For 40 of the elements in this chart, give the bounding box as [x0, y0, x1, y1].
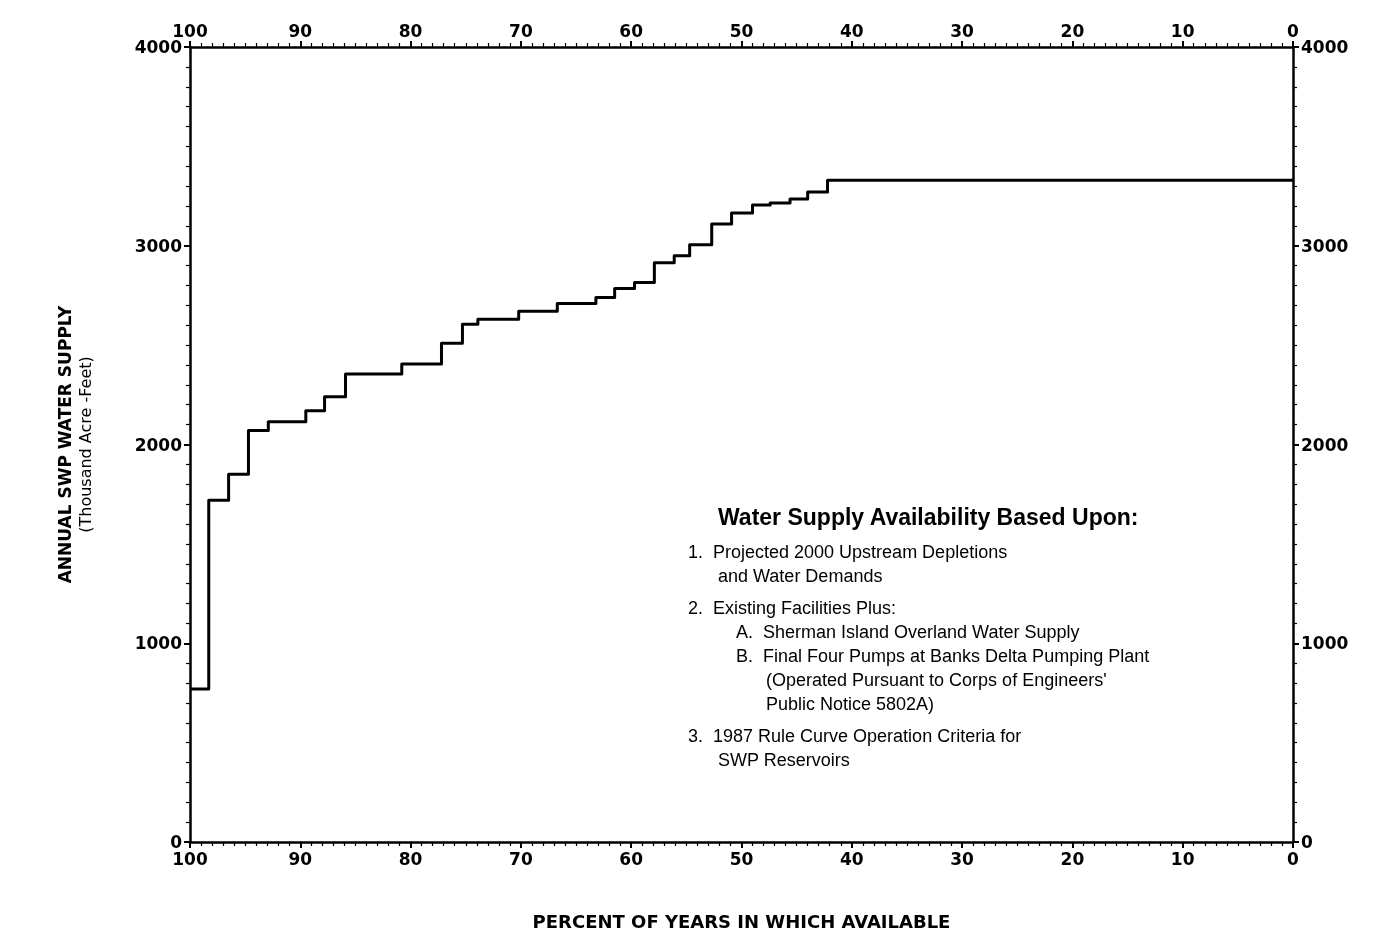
annotation: B. Final Four Pumps at Banks Delta Pumping Plant: [736, 646, 1150, 666]
annotation: 3. 1987 Rule Curve Operation Criteria for: [688, 726, 1022, 746]
x2-tick-label: 0: [1287, 20, 1300, 41]
y-tick-label: 1000: [134, 633, 183, 654]
annotation: A. Sherman Island Overland Water Supply: [736, 622, 1080, 642]
annotation: 1. Projected 2000 Upstream Depletions: [688, 542, 1008, 562]
x2-tick-label: 30: [950, 20, 975, 41]
annotation: 2. Existing Facilities Plus:: [688, 598, 897, 618]
x-tick-label: 70: [509, 848, 533, 869]
x2-tick-label: 80: [398, 20, 423, 41]
annotation: (Operated Pursuant to Corps of Engineers': [766, 670, 1107, 690]
x2-tick-label: 10: [1170, 20, 1195, 41]
y2-tick-label: 3000: [1301, 235, 1349, 256]
annotation: and Water Demands: [718, 566, 883, 586]
x2-tick-label: 40: [839, 20, 864, 41]
y-axis-title: ANNUAL SWP WATER SUPPLY (Thousand Acre -Feet): [55, 304, 95, 584]
x-tick-label: 60: [619, 848, 644, 869]
x-tick-label: 0: [1287, 848, 1300, 869]
x-tick-label: 50: [729, 848, 754, 869]
y2-tick-label: 4000: [1301, 37, 1349, 57]
annotation: Water Supply Availability Based Upon:: [718, 503, 1139, 530]
y2-tick-label: 1000: [1301, 633, 1349, 654]
x-tick-label: 20: [1060, 848, 1085, 869]
x2-tick-label: 60: [619, 20, 644, 41]
x2-tick-label: 90: [288, 20, 313, 41]
x-tick-label: 80: [398, 848, 423, 869]
x-tick-label: 10: [1170, 848, 1195, 869]
x-axis-title: PERCENT OF YEARS IN WHICH AVAILABLE: [532, 910, 951, 932]
annotation: Public Notice 5802A): [766, 694, 935, 714]
x-tick-label: 90: [288, 848, 313, 869]
y-tick-label: 2000: [134, 434, 183, 455]
x-tick-label: 30: [950, 848, 975, 869]
x2-tick-label: 50: [729, 20, 754, 41]
x-tick-label: 40: [839, 848, 864, 869]
annotation: SWP Reservoirs: [718, 750, 850, 770]
y2-tick-label: 0: [1301, 832, 1313, 852]
x2-tick-label: 70: [509, 20, 533, 41]
x2-tick-label: 20: [1060, 20, 1085, 41]
y-tick-label: 3000: [134, 235, 183, 256]
y2-tick-label: 2000: [1301, 434, 1349, 455]
